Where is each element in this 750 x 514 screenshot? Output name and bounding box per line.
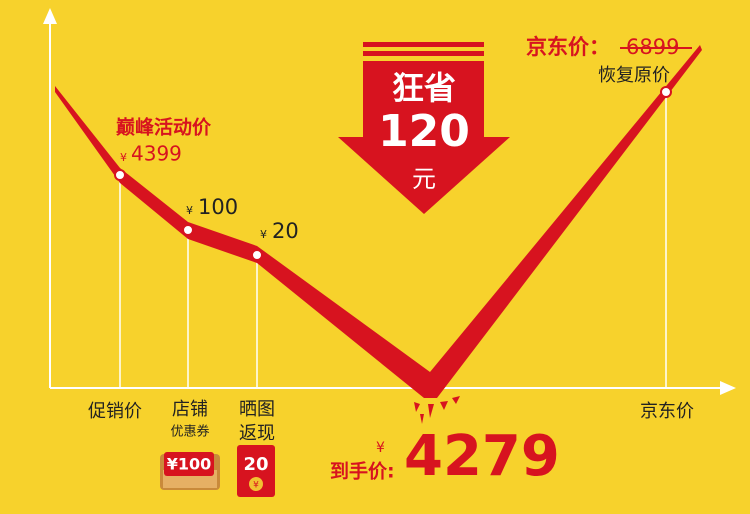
currency: ¥ <box>186 204 193 217</box>
savings-arrow <box>338 42 510 214</box>
savings-unit: 元 <box>412 165 436 193</box>
axis-label: 优惠券 <box>170 424 209 440</box>
currency: ¥ <box>376 440 385 456</box>
savings-amount: 120 <box>378 106 470 157</box>
crack-marks <box>414 396 460 424</box>
envelope-badge <box>237 445 275 497</box>
axis-label: 店铺 <box>172 399 208 420</box>
axis-arrow <box>720 381 736 395</box>
drop-lines <box>119 92 667 388</box>
axis-label: 晒图 <box>239 399 275 420</box>
jd-price-note: 恢复原价 <box>598 65 670 86</box>
envelope-icon: ¥ <box>253 481 259 491</box>
axis-label: 促销价 <box>88 401 142 422</box>
savings-line1: 狂省 <box>392 69 456 107</box>
axis-label: 返现 <box>239 423 275 444</box>
peak-title: 巅峰活动价 <box>116 116 212 139</box>
axis-label: 京东价 <box>640 401 694 422</box>
coupon-badge <box>160 452 220 490</box>
coupon-amount: 100 <box>198 195 238 219</box>
currency: ¥ <box>260 228 267 241</box>
final-label: 到手价: <box>330 460 395 483</box>
price-ribbon <box>55 45 702 398</box>
currency: ¥ <box>120 151 127 164</box>
axis-arrow <box>43 8 57 24</box>
review-amount: 20 <box>272 219 299 243</box>
coupon-badge-text: ¥100 <box>167 455 212 474</box>
jd-price-label: 京东价： <box>526 35 610 59</box>
final-price: 4279 <box>404 424 560 489</box>
price-points <box>114 86 672 261</box>
envelope-badge-text: 20 <box>243 454 268 475</box>
peak-price: 4399 <box>131 142 182 166</box>
